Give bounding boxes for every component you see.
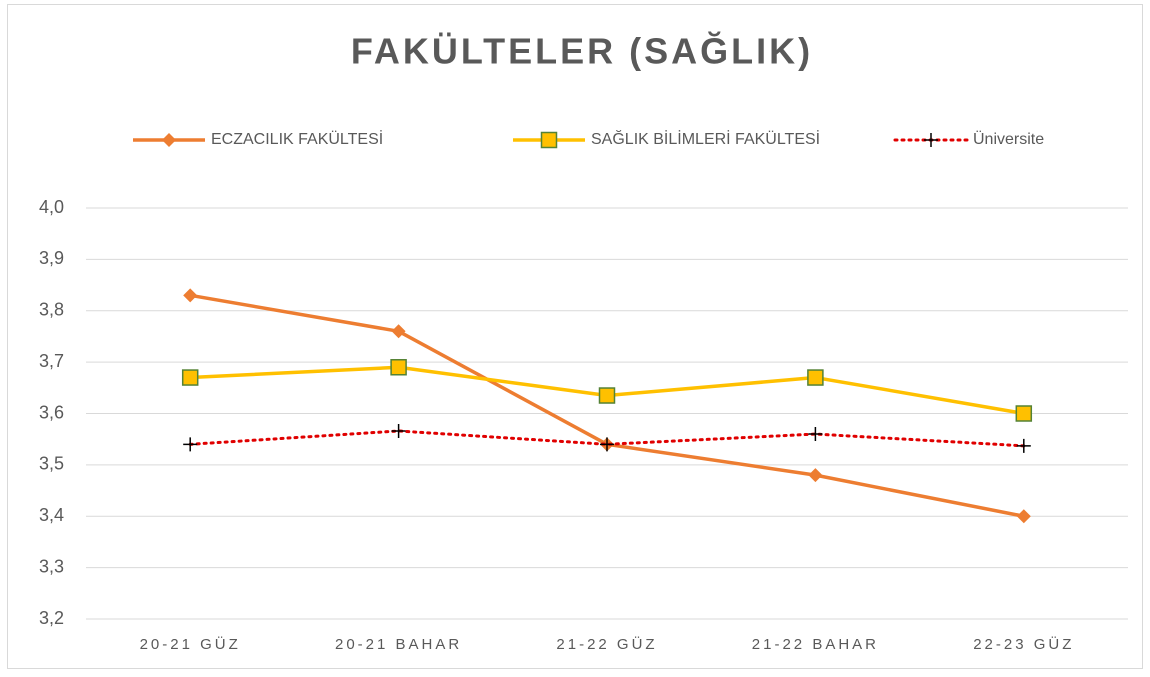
chart-frame [7, 4, 1143, 669]
x-tick-label: 20-21 GÜZ [140, 635, 241, 653]
x-tick-label: 21-22 GÜZ [556, 635, 657, 653]
legend-label: ECZACILIK FAKÜLTESİ [211, 129, 383, 148]
marker [183, 288, 198, 303]
y-tick-label: 3,5 [39, 454, 64, 474]
y-tick-label: 3,9 [39, 248, 64, 268]
series-line [188, 429, 1026, 448]
marker [1016, 509, 1031, 524]
y-tick-label: 3,4 [39, 505, 64, 525]
legend-label: SAĞLIK BİLİMLERİ FAKÜLTESİ [591, 129, 820, 148]
marker [600, 437, 614, 452]
y-tick-label: 3,2 [39, 608, 64, 628]
marker [808, 468, 823, 483]
marker [391, 324, 406, 339]
marker [162, 133, 176, 147]
marker [181, 369, 199, 386]
y-tick-label: 3,6 [39, 402, 64, 422]
marker [1016, 438, 1031, 453]
marker [540, 131, 558, 149]
marker [807, 369, 824, 386]
marker [183, 437, 198, 452]
chart-title: FAKÜLTELER (SAĞLIK) [351, 31, 813, 72]
marker [598, 387, 616, 404]
legend-label: Üniversite [973, 130, 1044, 148]
x-tick-label: 20-21 BAHAR [335, 636, 462, 653]
x-tick-label: 22-23 GÜZ [973, 635, 1074, 653]
marker [808, 427, 823, 442]
marker [391, 423, 406, 438]
y-tick-label: 3,8 [39, 300, 64, 320]
y-tick-label: 3,7 [39, 351, 64, 371]
y-tick-label: 3,3 [39, 556, 64, 576]
y-tick-label: 4,0 [39, 197, 64, 217]
marker [390, 359, 407, 376]
marker [1015, 405, 1033, 422]
marker [924, 133, 938, 147]
x-tick-label: 21-22 BAHAR [752, 636, 879, 653]
